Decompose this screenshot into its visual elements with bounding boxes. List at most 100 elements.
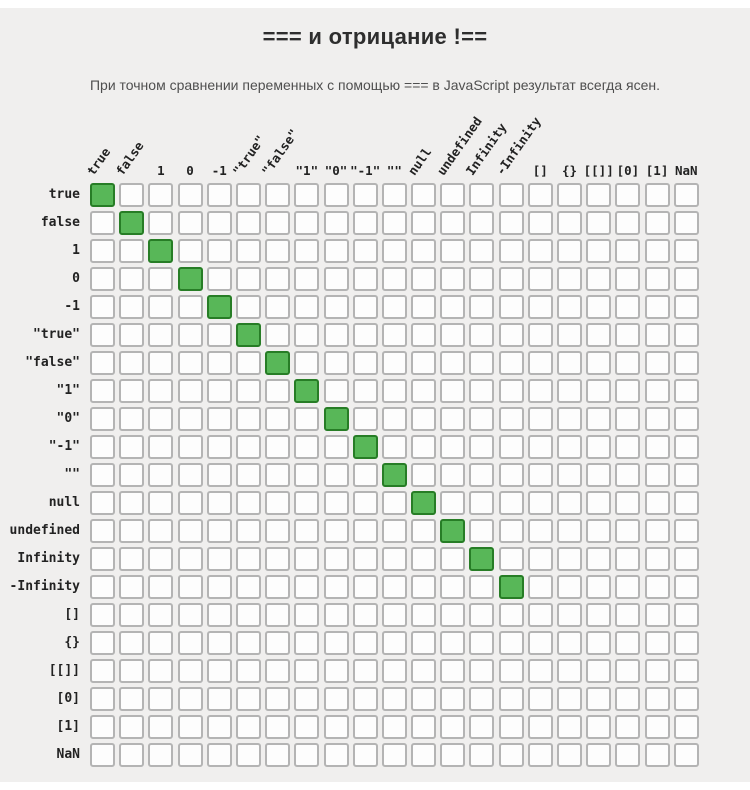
matrix-cell xyxy=(440,631,466,655)
matrix-cell xyxy=(615,239,641,263)
matrix-cell xyxy=(498,715,524,739)
matrix-cell xyxy=(615,519,641,543)
matrix-cell xyxy=(177,743,203,767)
row-label: [[]] xyxy=(48,663,80,678)
matrix-cell xyxy=(586,407,612,431)
matrix-cell xyxy=(498,519,524,543)
matrix-cell xyxy=(673,715,699,739)
matrix-cell xyxy=(469,743,495,767)
matrix-cell xyxy=(411,351,437,375)
matrix-cell xyxy=(411,183,437,207)
matrix-cell xyxy=(498,743,524,767)
matrix-cell xyxy=(615,323,641,347)
matrix-cell xyxy=(644,603,670,627)
matrix-cell xyxy=(294,463,320,487)
matrix-cell xyxy=(177,351,203,375)
matrix-row: true xyxy=(0,183,750,207)
matrix-cell xyxy=(323,379,349,403)
page-title: === и отрицание !== xyxy=(262,24,488,49)
column-label-slot: -1 xyxy=(207,115,232,183)
matrix-cell xyxy=(411,267,437,291)
matrix-cell xyxy=(177,519,203,543)
matrix-cell xyxy=(119,575,145,599)
row-label: NaN xyxy=(56,747,80,762)
matrix-cell xyxy=(557,715,582,739)
matrix-cell xyxy=(206,491,232,515)
matrix-cell xyxy=(527,743,553,767)
matrix-cell xyxy=(294,351,320,375)
matrix-cell xyxy=(615,631,641,655)
matrix-cell xyxy=(323,491,349,515)
matrix-cell xyxy=(294,519,320,543)
matrix-cell xyxy=(469,323,495,347)
matrix-cell xyxy=(527,323,553,347)
matrix-cell xyxy=(644,547,670,571)
matrix-cell xyxy=(90,687,115,711)
matrix-cell xyxy=(265,743,291,767)
matrix-cell xyxy=(644,575,670,599)
matrix-cell xyxy=(586,435,612,459)
column-label: null xyxy=(404,144,435,178)
matrix-cell xyxy=(381,351,407,375)
matrix-cell xyxy=(119,323,145,347)
matrix-cell-equal xyxy=(411,491,437,515)
matrix-cell xyxy=(411,547,437,571)
matrix-cell xyxy=(615,687,641,711)
matrix-cell xyxy=(440,379,466,403)
matrix-cell xyxy=(411,687,437,711)
matrix-cell xyxy=(527,407,553,431)
matrix-cell xyxy=(352,407,378,431)
matrix-cell xyxy=(148,519,174,543)
matrix-cell xyxy=(586,603,612,627)
matrix-cell xyxy=(557,379,582,403)
matrix-cell xyxy=(440,687,466,711)
column-label-slot: false xyxy=(113,115,147,183)
matrix-cell xyxy=(644,491,670,515)
matrix-cell xyxy=(469,463,495,487)
matrix-cell xyxy=(673,407,699,431)
column-label-slot: [] xyxy=(528,115,553,183)
matrix-cell xyxy=(265,659,291,683)
matrix-cell xyxy=(119,603,145,627)
matrix-cell xyxy=(90,603,115,627)
matrix-cell xyxy=(381,715,407,739)
row-label: [0] xyxy=(56,691,80,706)
matrix-cell xyxy=(323,659,349,683)
matrix-cell xyxy=(265,519,291,543)
matrix-cell xyxy=(177,407,203,431)
column-label-slot: "false" xyxy=(259,115,302,183)
matrix-cell xyxy=(148,631,174,655)
matrix-cell xyxy=(177,295,203,319)
column-label: false xyxy=(112,138,147,178)
matrix-cell xyxy=(119,743,145,767)
matrix-cell xyxy=(294,631,320,655)
matrix-cell xyxy=(352,743,378,767)
matrix-cell xyxy=(235,659,261,683)
matrix-cell xyxy=(527,575,553,599)
matrix-cell xyxy=(527,687,553,711)
matrix-cell xyxy=(177,183,203,207)
matrix-cell xyxy=(586,239,612,263)
matrix-cell xyxy=(586,379,612,403)
matrix-cell xyxy=(148,743,174,767)
matrix-cell xyxy=(615,351,641,375)
matrix-cell xyxy=(119,379,145,403)
column-label-slot: [0] xyxy=(615,115,640,183)
matrix-cell xyxy=(90,407,115,431)
matrix-cell xyxy=(206,183,232,207)
matrix-cell xyxy=(381,659,407,683)
matrix-cell xyxy=(498,183,524,207)
matrix-cell xyxy=(469,575,495,599)
matrix-cell xyxy=(586,575,612,599)
matrix-cell xyxy=(411,435,437,459)
matrix-cell xyxy=(440,463,466,487)
column-label-slot: [1] xyxy=(645,115,670,183)
matrix-cell xyxy=(527,603,553,627)
matrix-cell xyxy=(206,659,232,683)
matrix-cell xyxy=(557,659,582,683)
matrix-cell xyxy=(265,295,291,319)
matrix-cell xyxy=(615,295,641,319)
matrix-cell xyxy=(235,211,261,235)
matrix-cell xyxy=(381,547,407,571)
matrix-cell xyxy=(673,547,699,571)
